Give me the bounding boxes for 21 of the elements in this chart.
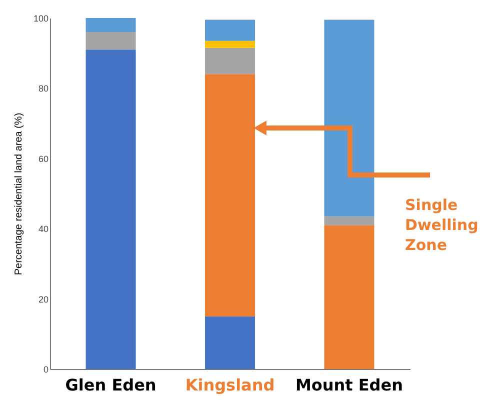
x-tick-label: Glen Eden xyxy=(65,376,156,394)
y-tick-label: 40 xyxy=(38,224,48,234)
bar xyxy=(205,48,255,74)
bar xyxy=(205,20,255,41)
y-tick-label: 100 xyxy=(33,14,48,24)
bar xyxy=(205,316,255,369)
bar xyxy=(86,18,136,32)
x-tick-label: Mount Eden xyxy=(295,376,403,394)
bar xyxy=(205,40,255,48)
bar xyxy=(86,32,136,50)
y-axis-title: Percentage residential land area (%) xyxy=(13,112,24,276)
bar xyxy=(324,225,374,369)
bar xyxy=(324,20,374,216)
x-tick-label: Kingsland xyxy=(185,376,275,394)
y-tick-label: 80 xyxy=(38,84,48,94)
bar xyxy=(324,216,374,226)
annotation: Single Dwelling Zone xyxy=(405,196,478,254)
y-tick-label: 0 xyxy=(43,364,48,374)
y-tick-label: 20 xyxy=(38,294,48,304)
y-tick-label: 60 xyxy=(38,154,48,164)
bar xyxy=(86,50,136,369)
